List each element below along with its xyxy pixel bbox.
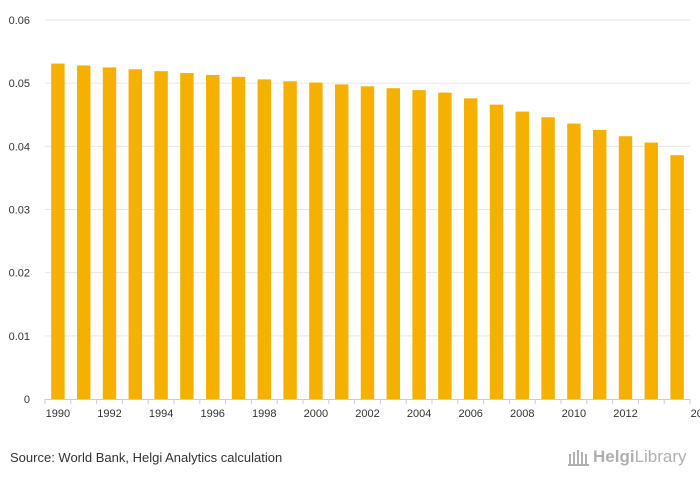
source-note: Source: World Bank, Helgi Analytics calc… [10,450,283,465]
bar-chart: 00.010.020.030.040.050.06 1990 1992 1994 19… [9,15,700,420]
y-tick-label: 0.03 [9,205,30,217]
bar-1991 [76,65,91,399]
bar-2004 [412,90,426,400]
x-tick-label: 2004 [407,408,431,420]
bar-2002 [360,86,375,399]
brand-name-helgi: Helgi [593,447,635,466]
bar-1998 [257,79,272,400]
bar-2005 [438,92,452,400]
y-axis: 0 0.01 0.02 0.03 0.04 0.05 0.06 [9,15,30,406]
x-tick-label: 2006 [458,408,482,420]
bar-1992 [102,67,117,399]
library-building-icon [568,450,589,466]
bar-2007 [489,104,504,399]
brand-name-library: Library [634,447,687,466]
helgi-library-logo: Helgi Library [568,447,687,467]
bar-2008 [515,111,530,399]
x-tick-label: 2002 [355,408,379,420]
bar-1994 [154,71,168,399]
y-tick-label: 0.04 [9,141,30,153]
bar-1993 [128,69,143,400]
bar-1997 [231,76,246,399]
x-tick-label: 1996 [200,408,224,420]
x-tick-label: 2015 [691,408,700,420]
x-axis: 1990 1992 1994 1996 1998 2000 2002 2004 2006 2008… [44,399,700,420]
bar-2014 [670,155,684,399]
bar-1999 [283,81,297,399]
bar-2001 [334,84,349,400]
x-tick-label: 1990 [46,408,70,420]
y-tick-label: 0.02 [9,268,30,280]
y-tick-label: 0.01 [9,331,30,343]
bar-2009 [541,117,555,399]
bar-2010 [567,123,581,400]
bar-2003 [386,88,401,399]
x-tick-label: 1994 [149,408,173,420]
bar-2006 [463,98,478,400]
bar-1995 [180,73,194,399]
bar-1996 [205,74,220,399]
y-tick-label: 0 [24,394,30,406]
bar-2000 [309,82,323,399]
bar-1990 [51,63,65,400]
x-tick-label: 2010 [562,408,586,420]
x-tick-label: 2012 [613,408,637,420]
y-tick-label: 0.05 [9,78,30,90]
x-tick-label: 1992 [97,408,121,420]
x-tick-label: 2008 [510,408,534,420]
y-tick-label: 0.06 [9,15,30,27]
x-tick-label: 2000 [304,408,328,420]
x-tick-label: 1998 [252,408,276,420]
bars [51,63,684,400]
bar-2012 [618,136,633,399]
bar-2013 [644,142,659,399]
bar-2011 [592,129,607,399]
